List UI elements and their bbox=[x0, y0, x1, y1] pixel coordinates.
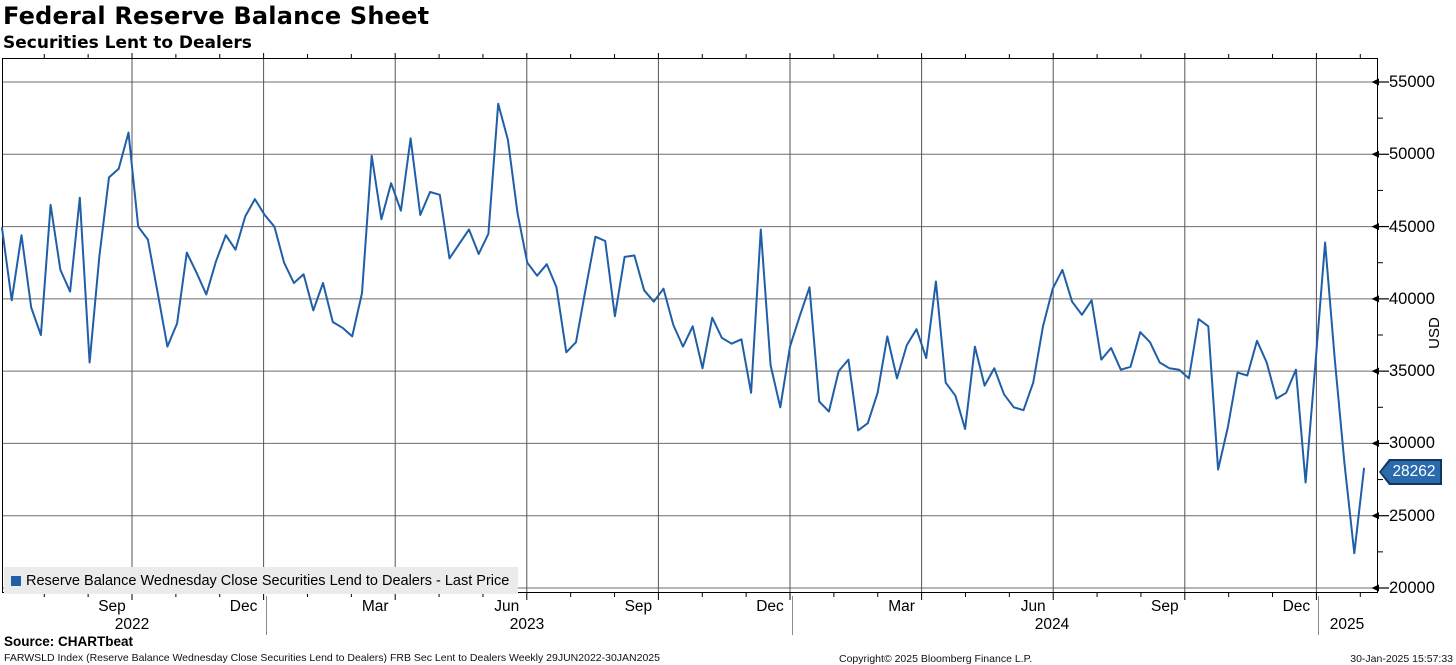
copyright-notice: Copyright© 2025 Bloomberg Finance L.P. bbox=[839, 653, 1033, 665]
x-axis-month-label: Dec bbox=[756, 598, 784, 615]
x-axis-month-label: Mar bbox=[361, 598, 389, 615]
x-axis-year-label: 2024 bbox=[1034, 616, 1070, 633]
last-price-value: 28262 bbox=[1381, 461, 1440, 483]
x-axis-year-label: 2025 bbox=[1329, 616, 1365, 633]
x-axis-month-label: Jun bbox=[494, 598, 520, 615]
last-price-badge: 28262 bbox=[1379, 459, 1442, 485]
x-axis-year-label: 2023 bbox=[509, 616, 545, 633]
y-axis-tick-label: 20000 bbox=[1389, 579, 1435, 597]
year-separator bbox=[265, 596, 267, 635]
y-axis-tick-label: 55000 bbox=[1389, 73, 1435, 91]
page-subtitle: Securities Lent to Dealers bbox=[3, 33, 252, 53]
source-label: Source: CHARTbeat bbox=[4, 634, 134, 649]
x-axis-month-label: Mar bbox=[888, 598, 915, 615]
x-axis-year-label: 2022 bbox=[114, 616, 150, 633]
index-description: FARWSLD Index (Reserve Balance Wednesday… bbox=[4, 652, 660, 664]
y-tick-arrow-icon bbox=[1371, 439, 1379, 447]
y-tick-arrow-icon bbox=[1371, 512, 1379, 520]
y-tick-arrow-icon bbox=[1371, 223, 1379, 231]
page-title: Federal Reserve Balance Sheet bbox=[3, 2, 430, 30]
plot-area bbox=[1, 53, 1389, 600]
x-axis-month-label: Dec bbox=[1282, 598, 1311, 615]
legend-series-swatch-icon bbox=[11, 575, 21, 586]
y-axis-tick-label: 50000 bbox=[1389, 145, 1435, 164]
y-axis-tick-label: 35000 bbox=[1389, 362, 1435, 381]
x-axis-month-label: Jun bbox=[1020, 598, 1046, 615]
y-tick-arrow-icon bbox=[1371, 295, 1379, 303]
y-tick-arrow-icon bbox=[1371, 150, 1379, 158]
x-axis-month-label: Sep bbox=[1151, 598, 1179, 615]
x-axis-month-label: Dec bbox=[229, 598, 258, 615]
series-line bbox=[1, 102, 1365, 555]
plot-border bbox=[2, 58, 1378, 593]
x-axis-month-label: Sep bbox=[624, 598, 653, 615]
year-separator bbox=[792, 596, 793, 635]
year-separator bbox=[1318, 596, 1320, 635]
y-axis-unit-label: USD bbox=[1425, 317, 1443, 349]
y-axis-tick-label: 40000 bbox=[1389, 289, 1435, 308]
timestamp: 30-Jan-2025 15:57:33 bbox=[1350, 653, 1453, 665]
y-axis-tick-label: 25000 bbox=[1389, 506, 1435, 525]
line-chart-svg bbox=[1, 53, 1389, 600]
y-tick-arrow-icon bbox=[1371, 584, 1379, 592]
y-axis-tick-label: 45000 bbox=[1389, 217, 1435, 236]
y-tick-arrow-icon bbox=[1371, 367, 1379, 375]
chart-legend: Reserve Balance Wednesday Close Securiti… bbox=[4, 567, 518, 594]
y-tick-arrow-icon bbox=[1371, 78, 1379, 86]
x-axis-month-label: Sep bbox=[98, 598, 126, 615]
y-axis-tick-label: 30000 bbox=[1389, 434, 1435, 453]
legend-label: Reserve Balance Wednesday Close Securiti… bbox=[26, 572, 510, 589]
